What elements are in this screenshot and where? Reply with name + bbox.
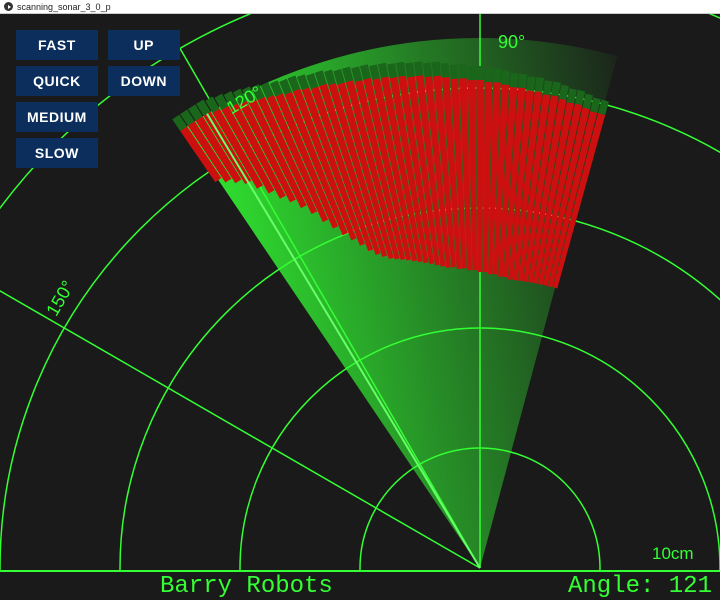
footer-bar: Barry Robots Angle: 121 (0, 570, 720, 600)
control-panel: FAST QUICK MEDIUM SLOW UP DOWN (16, 30, 180, 168)
angle-readout: Angle: 121 (568, 573, 712, 600)
window-title: scanning_sonar_3_0_p (17, 2, 111, 12)
down-button[interactable]: DOWN (108, 66, 180, 96)
range-label: 10cm (652, 544, 694, 564)
radar-canvas: FAST QUICK MEDIUM SLOW UP DOWN 90°120°15… (0, 14, 720, 600)
up-button[interactable]: UP (108, 30, 180, 60)
brand-text: Barry Robots (160, 573, 333, 600)
window-titlebar: scanning_sonar_3_0_p (0, 0, 720, 14)
play-icon (4, 2, 13, 11)
medium-button[interactable]: MEDIUM (16, 102, 98, 132)
fast-button[interactable]: FAST (16, 30, 98, 60)
direction-column: UP DOWN (108, 30, 180, 168)
slow-button[interactable]: SLOW (16, 138, 98, 168)
quick-button[interactable]: QUICK (16, 66, 98, 96)
angle-label-90: 90° (498, 32, 525, 53)
speed-column: FAST QUICK MEDIUM SLOW (16, 30, 98, 168)
